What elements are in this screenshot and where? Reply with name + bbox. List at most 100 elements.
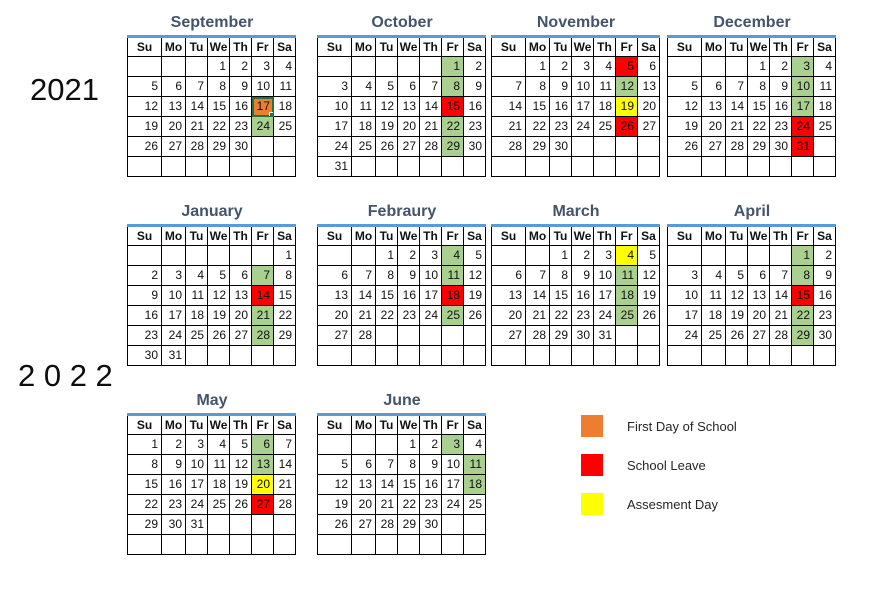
day-cell-8[interactable]: 8 [747,76,770,97]
day-cell[interactable] [127,156,162,177]
day-cell-13[interactable]: 13 [637,76,660,97]
day-cell-14[interactable]: 14 [525,285,550,306]
day-cell-21[interactable]: 21 [491,116,526,137]
day-cell-6[interactable]: 6 [317,265,352,286]
day-cell-21[interactable]: 21 [273,474,296,495]
day-cell-10[interactable]: 10 [667,285,702,306]
day-cell-8[interactable]: 8 [791,265,814,286]
day-cell-23[interactable]: 23 [813,305,836,326]
day-cell[interactable] [273,156,296,177]
day-cell[interactable] [491,245,526,266]
day-cell-17[interactable]: 17 [667,305,702,326]
day-cell[interactable] [491,156,526,177]
day-cell[interactable] [229,514,252,535]
day-cell[interactable] [251,534,274,555]
day-cell[interactable] [701,245,726,266]
day-cell-12[interactable]: 12 [725,285,748,306]
day-cell-23[interactable]: 23 [397,305,420,326]
day-cell-19[interactable]: 19 [317,494,352,515]
day-cell[interactable] [207,245,230,266]
day-cell[interactable] [397,325,420,346]
day-cell-23[interactable]: 23 [127,325,162,346]
day-cell-31[interactable]: 31 [317,156,352,177]
day-cell-19[interactable]: 19 [463,285,486,306]
day-cell-3[interactable]: 3 [571,56,594,77]
day-cell-17[interactable]: 17 [791,96,814,117]
day-cell-7[interactable]: 7 [375,454,398,475]
day-cell[interactable] [251,245,274,266]
day-cell-2[interactable]: 2 [397,245,420,266]
day-cell[interactable] [229,534,252,555]
day-cell[interactable] [419,56,442,77]
day-cell-1[interactable]: 1 [397,434,420,455]
day-cell[interactable] [769,345,792,366]
day-cell-3[interactable]: 3 [419,245,442,266]
day-cell-7[interactable]: 7 [273,434,296,455]
day-cell-11[interactable]: 11 [351,96,376,117]
day-cell-25[interactable]: 25 [351,136,376,157]
day-cell-7[interactable]: 7 [525,265,550,286]
day-cell-24[interactable]: 24 [791,116,814,137]
day-cell[interactable] [747,245,770,266]
day-cell-25[interactable]: 25 [593,116,616,137]
day-cell-23[interactable]: 23 [463,116,486,137]
day-cell[interactable] [397,56,420,77]
day-cell-1[interactable]: 1 [441,56,464,77]
day-cell-4[interactable]: 4 [351,76,376,97]
day-cell-25[interactable]: 25 [185,325,208,346]
day-cell[interactable] [701,56,726,77]
day-cell[interactable] [317,534,352,555]
day-cell-9[interactable]: 9 [419,454,442,475]
day-cell[interactable] [273,514,296,535]
day-cell[interactable] [525,156,550,177]
day-cell-2[interactable]: 2 [813,245,836,266]
day-cell-22[interactable]: 22 [525,116,550,137]
day-cell-24[interactable]: 24 [571,116,594,137]
day-cell-9[interactable]: 9 [463,76,486,97]
day-cell[interactable] [701,345,726,366]
day-cell-7[interactable]: 7 [351,265,376,286]
day-cell[interactable] [419,345,442,366]
day-cell-3[interactable]: 3 [251,56,274,77]
day-cell-24[interactable]: 24 [161,325,186,346]
day-cell-30[interactable]: 30 [769,136,792,157]
day-cell-12[interactable]: 12 [615,76,638,97]
day-cell-19[interactable]: 19 [667,116,702,137]
day-cell-14[interactable]: 14 [419,96,442,117]
day-cell-26[interactable]: 26 [229,494,252,515]
day-cell-22[interactable]: 22 [127,494,162,515]
day-cell-7[interactable]: 7 [185,76,208,97]
day-cell-9[interactable]: 9 [769,76,792,97]
day-cell-14[interactable]: 14 [251,285,274,306]
day-cell-13[interactable]: 13 [317,285,352,306]
day-cell-12[interactable]: 12 [667,96,702,117]
day-cell[interactable] [525,245,550,266]
day-cell-22[interactable]: 22 [441,116,464,137]
day-cell-7[interactable]: 7 [491,76,526,97]
day-cell[interactable] [571,345,594,366]
day-cell-9[interactable]: 9 [127,285,162,306]
day-cell[interactable] [725,156,748,177]
day-cell-20[interactable]: 20 [317,305,352,326]
day-cell[interactable] [667,345,702,366]
day-cell-5[interactable]: 5 [317,454,352,475]
day-cell-7[interactable]: 7 [769,265,792,286]
day-cell-27[interactable]: 27 [229,325,252,346]
day-cell[interactable] [397,156,420,177]
day-cell-23[interactable]: 23 [419,494,442,515]
day-cell-5[interactable]: 5 [615,56,638,77]
day-cell-26[interactable]: 26 [725,325,748,346]
day-cell-15[interactable]: 15 [375,285,398,306]
day-cell-28[interactable]: 28 [419,136,442,157]
day-cell[interactable] [161,156,186,177]
day-cell-29[interactable]: 29 [397,514,420,535]
day-cell[interactable] [571,156,594,177]
day-cell-1[interactable]: 1 [273,245,296,266]
day-cell-30[interactable]: 30 [549,136,572,157]
day-cell-1[interactable]: 1 [549,245,572,266]
day-cell[interactable] [525,345,550,366]
day-cell-29[interactable]: 29 [549,325,572,346]
day-cell-12[interactable]: 12 [317,474,352,495]
day-cell-10[interactable]: 10 [317,96,352,117]
day-cell-30[interactable]: 30 [229,136,252,157]
